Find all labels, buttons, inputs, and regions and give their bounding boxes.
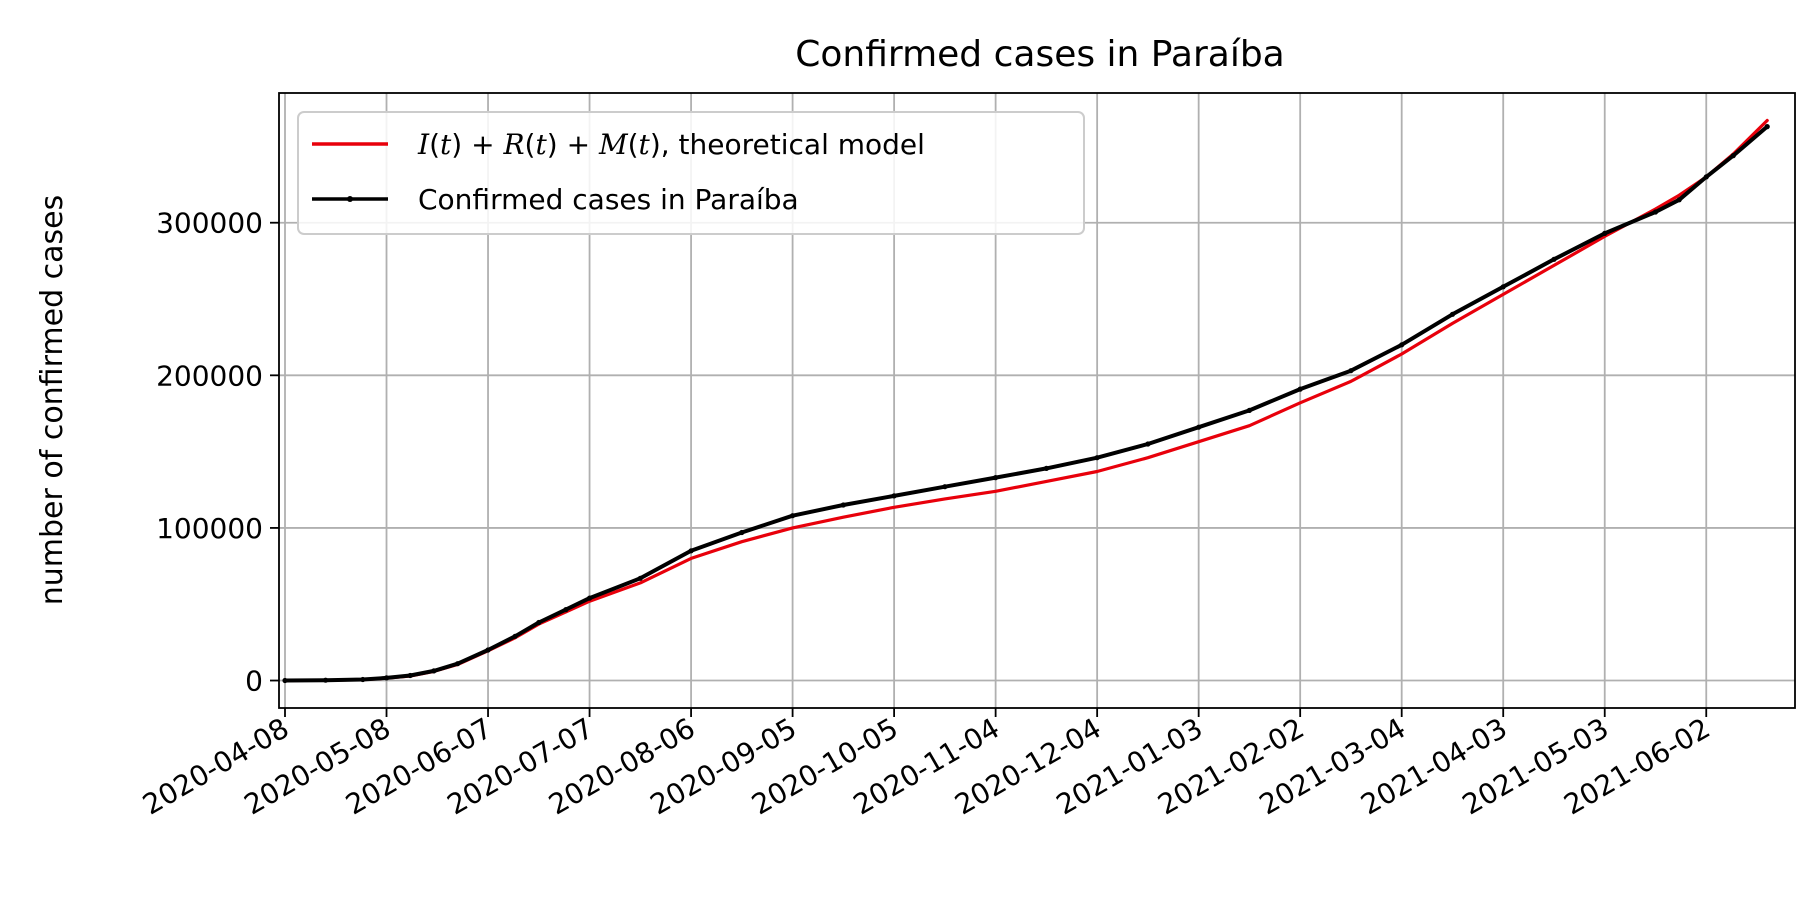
confirmed-data-point: [1764, 124, 1770, 130]
confirmed-data-point: [1551, 256, 1557, 262]
series-layer: [282, 118, 1770, 684]
confirmed-data-point: [993, 475, 999, 481]
confirmed-data-point: [1399, 342, 1405, 348]
confirmed-data-point: [1676, 197, 1682, 203]
y-tick-label: 300000: [156, 207, 263, 240]
confirmed-data-point: [587, 595, 593, 601]
confirmed-data-point: [1043, 465, 1049, 471]
confirmed-data-point: [1730, 153, 1736, 159]
chart-title: Confirmed cases in Paraíba: [795, 34, 1284, 75]
confirmed-data-point: [637, 575, 643, 581]
confirmed-data-point: [431, 668, 437, 674]
confirmed-data-point: [485, 647, 491, 653]
confirmed-data-point: [360, 676, 366, 683]
confirmed-data-point: [563, 607, 569, 613]
confirmed-data-point: [840, 502, 846, 508]
confirmed-data-point: [407, 672, 413, 679]
confirmed-data-point: [1703, 174, 1709, 180]
legend-data-label: Confirmed cases in Paraíba: [418, 183, 799, 216]
y-axis-title: number of confirmed cases: [35, 195, 70, 606]
legend-data-marker: [347, 196, 353, 202]
legend-model-label: I(t) + R(t) + M(t), theoretical model: [417, 128, 925, 161]
confirmed-data-point: [1348, 368, 1354, 374]
confirmed-data-point: [942, 484, 948, 490]
confirmed-data-point: [512, 633, 518, 639]
confirmed-data-point: [739, 529, 745, 536]
confirmed-data-point: [1449, 311, 1456, 317]
confirmed-data-point: [1196, 424, 1202, 430]
confirmed-data-point: [1602, 230, 1608, 236]
confirmed-data-point: [536, 619, 542, 626]
confirmed-data-point: [1297, 386, 1303, 392]
confirmed-data-point: [383, 675, 390, 681]
confirmed-data-point: [1500, 284, 1506, 290]
confirmed-data-point: [1246, 407, 1252, 413]
confirmed-data-point: [1145, 441, 1151, 447]
plot-frame: [278, 92, 1796, 709]
confirmed-data-point: [455, 661, 461, 667]
confirmed-data-point: [323, 677, 329, 683]
confirmed-data-point: [282, 677, 288, 684]
legend-box: [297, 111, 1085, 235]
legend: I(t) + R(t) + M(t), theoretical model Co…: [297, 111, 1085, 235]
confirmed-data-point: [790, 513, 796, 519]
confirmed-data-point: [1652, 209, 1659, 215]
confirmed-data-point: [1094, 455, 1100, 461]
confirmed-data-point: [891, 493, 897, 499]
y-tick-label: 100000: [156, 512, 263, 545]
y-tick-label: 200000: [156, 359, 263, 392]
y-tick-label: 0: [245, 665, 263, 698]
confirmed-data-point: [688, 548, 694, 554]
y-axis-ticks: 0 100000 200000 300000: [156, 207, 279, 698]
